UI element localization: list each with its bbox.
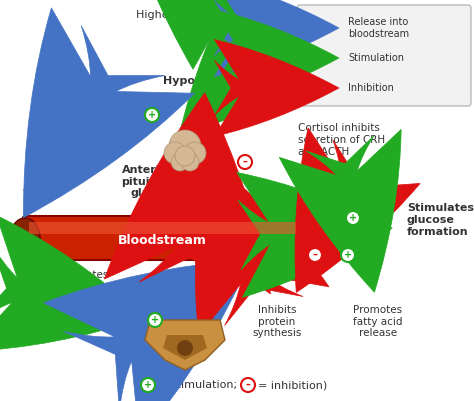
Circle shape: [148, 313, 162, 327]
Text: Hypothalamus: Hypothalamus: [163, 76, 253, 86]
Text: CRH: CRH: [126, 100, 150, 110]
Circle shape: [341, 248, 355, 262]
Text: +: +: [151, 315, 159, 325]
Circle shape: [308, 248, 322, 262]
Text: +: +: [344, 250, 352, 260]
Text: +: +: [349, 213, 357, 223]
Text: Promotes
fatty acid
release: Promotes fatty acid release: [353, 305, 403, 338]
Circle shape: [258, 88, 272, 102]
Circle shape: [241, 378, 255, 392]
Text: –: –: [263, 90, 267, 100]
FancyBboxPatch shape: [23, 216, 302, 260]
Circle shape: [145, 108, 159, 122]
Text: Higher brain centers: Higher brain centers: [136, 10, 250, 20]
Polygon shape: [145, 320, 225, 370]
Ellipse shape: [10, 218, 40, 258]
Circle shape: [169, 130, 201, 162]
Text: –: –: [243, 157, 247, 167]
Text: (: (: [134, 380, 138, 390]
Text: = stimulation;: = stimulation;: [158, 380, 237, 390]
Text: Inhibition: Inhibition: [348, 83, 394, 93]
Text: ACTH: ACTH: [23, 183, 53, 193]
Circle shape: [181, 153, 199, 171]
Text: ACTH stimulates
the adrenal
cortex to
release
cortisol: ACTH stimulates the adrenal cortex to re…: [22, 270, 109, 326]
Text: = inhibition): = inhibition): [258, 380, 327, 390]
Polygon shape: [300, 223, 355, 253]
FancyBboxPatch shape: [297, 5, 471, 106]
Text: Release into
bloodstream: Release into bloodstream: [348, 17, 409, 39]
Circle shape: [141, 378, 155, 392]
Circle shape: [171, 153, 189, 171]
Circle shape: [164, 142, 186, 164]
Text: Cortisol inhibits
secretion of CRH
and ACTH: Cortisol inhibits secretion of CRH and A…: [298, 124, 385, 157]
Text: Cortisol affects
various target cells: Cortisol affects various target cells: [298, 186, 398, 208]
Text: Stimulates
glucose
formation: Stimulates glucose formation: [407, 203, 474, 237]
Circle shape: [175, 146, 195, 166]
Text: Anterior
pituitary
gland: Anterior pituitary gland: [121, 165, 175, 198]
Circle shape: [346, 211, 360, 225]
Ellipse shape: [285, 218, 315, 258]
Text: +: +: [144, 380, 152, 390]
Text: Inhibits
protein
synthesis: Inhibits protein synthesis: [252, 305, 301, 338]
Circle shape: [238, 155, 252, 169]
Text: +: +: [148, 110, 156, 120]
Circle shape: [177, 340, 193, 356]
Text: Stimulation: Stimulation: [348, 53, 404, 63]
Text: –: –: [312, 250, 318, 260]
Text: Bloodstream: Bloodstream: [118, 233, 207, 247]
Text: –: –: [246, 380, 250, 390]
FancyBboxPatch shape: [29, 222, 296, 234]
Circle shape: [184, 142, 206, 164]
Text: Cortisol: Cortisol: [258, 270, 300, 280]
Polygon shape: [163, 335, 207, 360]
